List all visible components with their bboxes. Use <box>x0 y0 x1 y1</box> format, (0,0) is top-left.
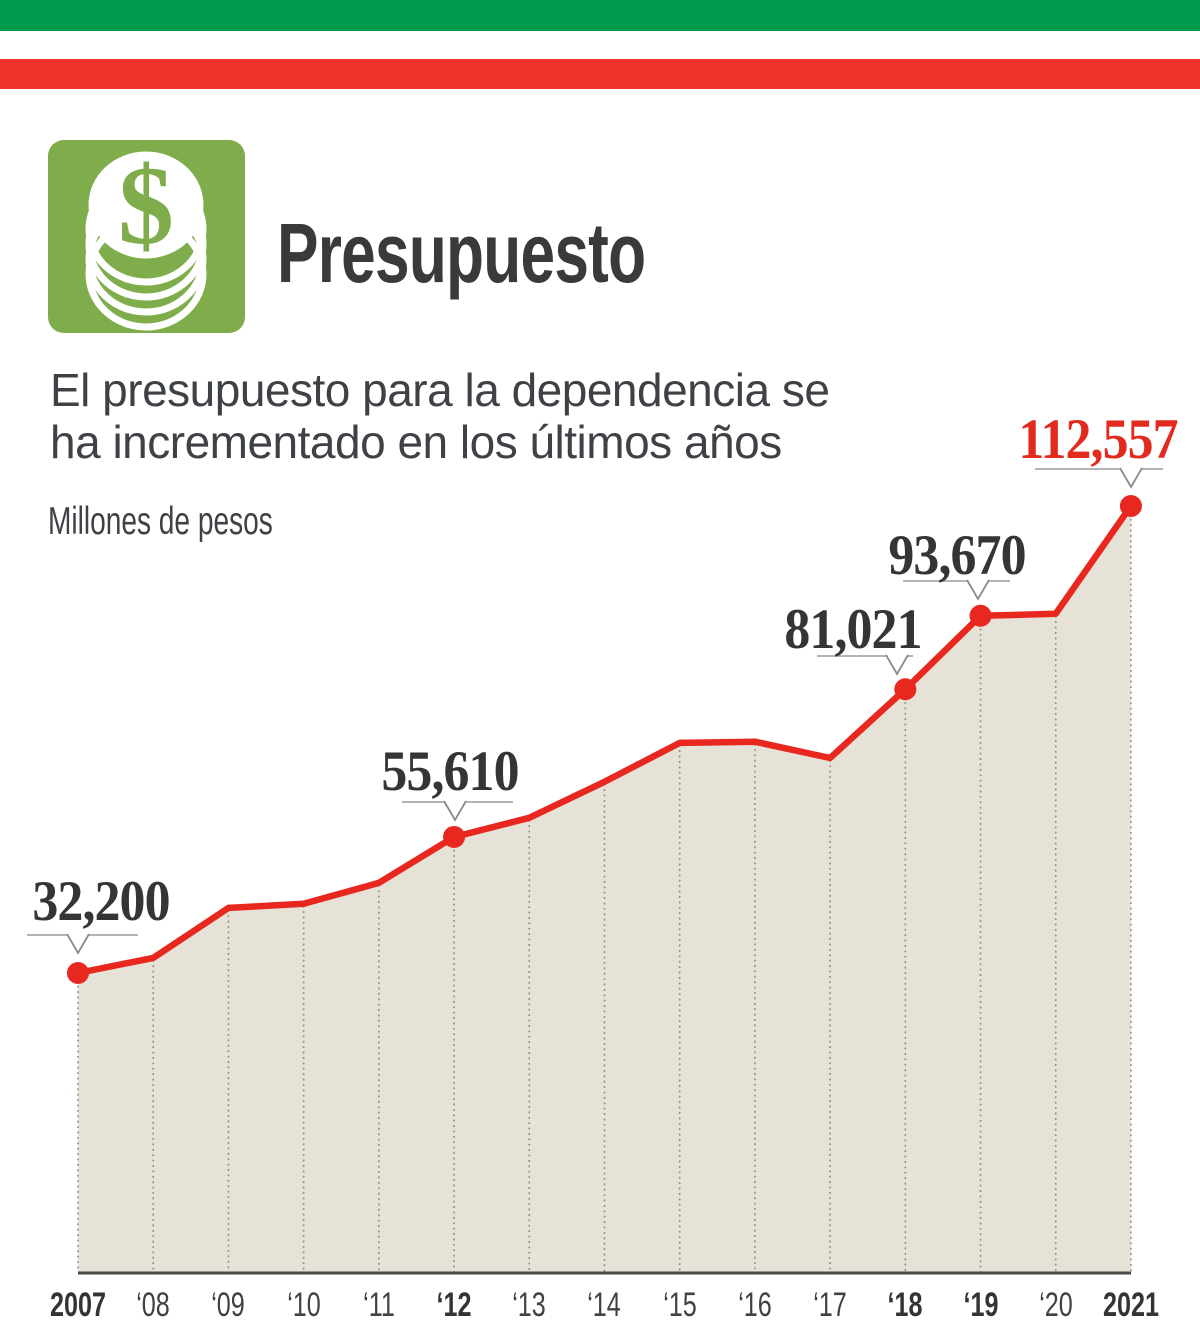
coin-face <box>88 151 204 259</box>
intro-line-1: El presupuesto para la dependencia se <box>50 364 830 416</box>
callout-pointer <box>443 800 467 822</box>
x-tick-18: ‘18 <box>887 1286 923 1324</box>
dollar-sign-glyph: $ <box>118 144 174 268</box>
x-tick-17: ‘17 <box>813 1286 847 1324</box>
coin-stack-dollar-icon: $ <box>48 140 245 333</box>
x-tick-09: ‘09 <box>211 1286 246 1324</box>
data-point-dot <box>1119 494 1142 517</box>
callout-pointer <box>66 933 90 955</box>
header-bar-green <box>0 0 1200 31</box>
x-tick-10: ‘10 <box>286 1286 321 1324</box>
value-label-93670: 93,670 <box>888 524 1026 587</box>
x-tick-12: ‘12 <box>436 1286 472 1324</box>
data-point-dot <box>67 962 89 984</box>
value-label-112557: 112,557 <box>1018 408 1178 471</box>
x-tick-2021: 2021 <box>1102 1286 1159 1324</box>
x-tick-19: ‘19 <box>963 1286 999 1324</box>
header-bar-red <box>0 59 1200 89</box>
units-label: Millones de pesos <box>48 500 273 543</box>
x-tick-11: ‘11 <box>362 1286 395 1324</box>
value-label-55610: 55,610 <box>381 740 519 803</box>
x-tick-20: ‘20 <box>1038 1286 1073 1324</box>
value-label-32200: 32,200 <box>32 870 170 933</box>
area-fill <box>78 506 1131 1273</box>
data-point-dot <box>443 825 466 848</box>
coin-stack <box>85 151 207 331</box>
x-tick-2007: 2007 <box>50 1286 106 1324</box>
value-label-81021: 81,021 <box>784 598 922 661</box>
page-title: Presupuesto <box>277 206 646 300</box>
x-tick-13: ‘13 <box>512 1286 547 1324</box>
x-tick-14: ‘14 <box>587 1286 622 1324</box>
data-point-dot <box>894 678 917 701</box>
x-tick-16: ‘16 <box>738 1286 772 1324</box>
x-tick-15: ‘15 <box>662 1286 697 1324</box>
intro-line-2: ha incrementado en los últimos años <box>50 416 782 468</box>
data-point-dot <box>969 604 992 627</box>
x-tick-08: ‘08 <box>136 1286 170 1324</box>
intro-text: El presupuesto para la dependencia se ha… <box>50 364 830 468</box>
